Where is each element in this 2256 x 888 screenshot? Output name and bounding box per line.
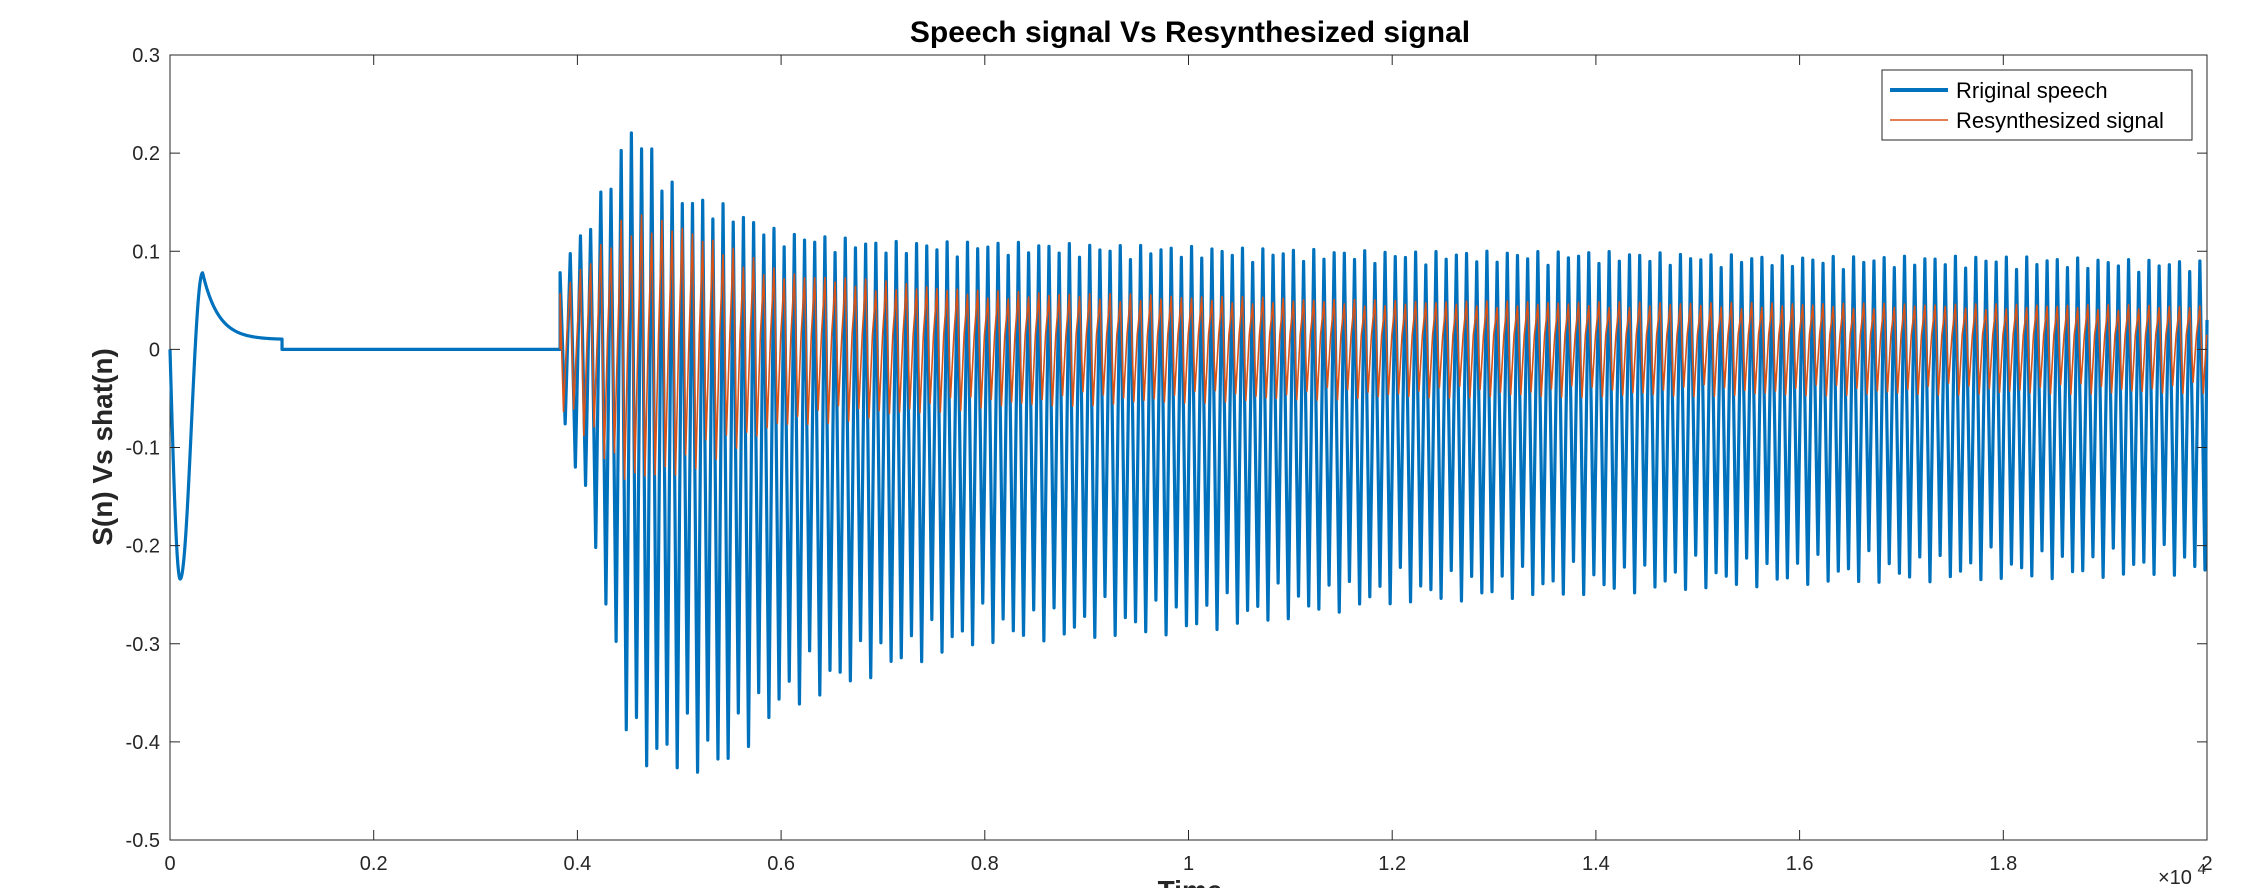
y-axis-label: S(n) Vs shat(n): [87, 348, 118, 546]
x-tick-label: 0: [164, 853, 175, 875]
y-tick-label: 0: [149, 339, 160, 361]
y-tick-label: -0.3: [126, 634, 160, 656]
ticks-layer: 0 0.2 0.4 0.6 0.8 1 1.2 1.4 1.6 1.8 2 -0.5 -0.4 -0.3 -…: [126, 45, 2213, 875]
x-axis-exponent-power: 4: [2198, 861, 2206, 878]
y-tick-label: 0.2: [132, 143, 160, 165]
y-tick-label: -0.5: [126, 830, 160, 852]
y-tick-label: -0.4: [126, 732, 160, 754]
legend-label-resynthesized: Resynthesized signal: [1956, 108, 2164, 133]
x-tick-label: 1.2: [1378, 853, 1406, 875]
x-tick-label: 1.6: [1786, 853, 1814, 875]
x-tick-label: 1.8: [1989, 853, 2017, 875]
x-tick-label: 1: [1183, 853, 1194, 875]
y-tick-label: 0.3: [132, 45, 160, 67]
x-axis-exponent: ×10 4: [2158, 861, 2206, 888]
y-tick-label: -0.2: [126, 536, 160, 558]
x-tick-label: 2: [2201, 853, 2212, 875]
x-tick-label: 0.4: [563, 853, 591, 875]
x-axis-label: Time: [1158, 875, 1223, 888]
series-line-resynthesized: [559, 214, 2208, 480]
legend-box: [1881, 69, 2193, 141]
plot-area: 0 0.2 0.4 0.6 0.8 1 1.2 1.4 1.6 1.8 2 -0.5 -0.4 -0.3 -…: [126, 45, 2213, 875]
series-layer: [168, 131, 2209, 774]
x-tick-label: 1.4: [1582, 853, 1610, 875]
y-tick-label: -0.1: [126, 438, 160, 460]
chart-title: Speech signal Vs Resynthesized signal: [910, 16, 1470, 49]
x-axis-exponent-base: ×10: [2158, 867, 2192, 888]
y-tick-label: 0.1: [132, 241, 160, 263]
x-tick-label: 0.8: [971, 853, 999, 875]
legend: Rriginal speech Resynthesized signal: [1881, 69, 2193, 141]
x-tick-label: 0.6: [767, 853, 795, 875]
series-line-original: [168, 131, 2209, 774]
x-tick-label: 0.2: [360, 853, 388, 875]
legend-label-original: Rriginal speech: [1956, 78, 2108, 103]
